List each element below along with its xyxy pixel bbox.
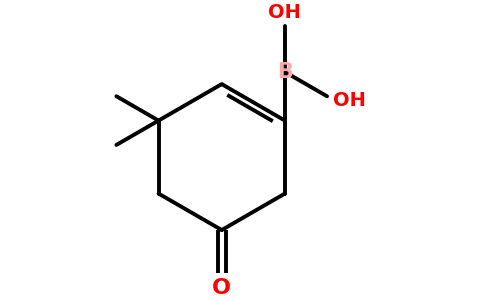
- Text: O: O: [212, 278, 231, 298]
- Text: OH: OH: [269, 3, 302, 22]
- Text: B: B: [277, 62, 293, 82]
- Text: OH: OH: [333, 91, 366, 110]
